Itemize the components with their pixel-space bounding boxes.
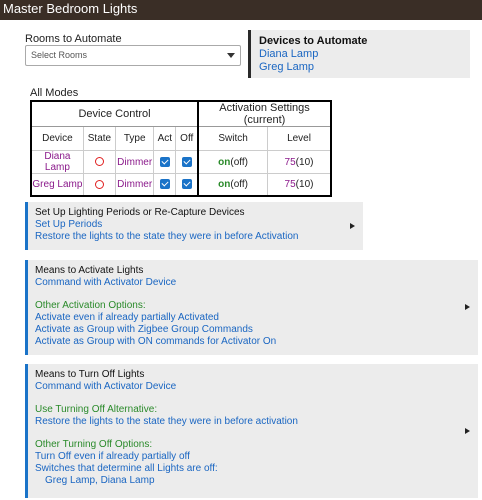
col-type: Type <box>115 126 155 151</box>
activator-command-link[interactable]: Command with Activator Device <box>35 381 177 392</box>
turn-off-lights-panel[interactable]: Means to Turn Off Lights Command with Ac… <box>25 364 478 498</box>
act-cell[interactable] <box>153 150 177 174</box>
col-off: Off <box>175 126 200 151</box>
restore-lights-link[interactable]: Restore the lights to the state they wer… <box>35 231 299 242</box>
switch-current: (off) <box>230 156 248 168</box>
activation-settings-header: Activation Settings (current) <box>197 100 332 127</box>
lighting-periods-panel[interactable]: Set Up Lighting Periods or Re-Capture De… <box>25 202 363 250</box>
app-title-bar: Master Bedroom Lights <box>0 0 482 20</box>
device-cell[interactable]: Greg Lamp <box>30 173 84 196</box>
setup-periods-link[interactable]: Set Up Periods <box>35 219 103 230</box>
activator-command-link[interactable]: Command with Activator Device <box>35 277 177 288</box>
activation-option[interactable]: Activate even if already partially Activ… <box>35 312 219 323</box>
level-setting[interactable]: 75 <box>284 156 296 168</box>
rooms-label: Rooms to Automate <box>25 33 122 45</box>
expand-arrow-icon[interactable] <box>350 223 355 229</box>
device-control-table: Device Control Activation Settings (curr… <box>30 100 332 197</box>
off-checkbox[interactable] <box>181 156 192 167</box>
modes-label: All Modes <box>30 87 79 99</box>
level-setting[interactable]: 75 <box>284 178 296 190</box>
turn-off-option[interactable]: Switches that determine all Lights are o… <box>35 463 218 474</box>
level-cell[interactable]: 75(10) <box>267 173 332 196</box>
turn-off-alternative[interactable]: Restore the lights to the state they wer… <box>35 416 298 427</box>
expand-arrow-icon[interactable] <box>465 304 470 310</box>
section-label: Use Turning Off Alternative: <box>35 404 158 415</box>
level-current: (10) <box>295 178 314 190</box>
device-control-header: Device Control <box>30 100 200 127</box>
switch-current: (off) <box>230 178 248 190</box>
panel-title: Means to Turn Off Lights <box>35 369 145 380</box>
switch-cell[interactable]: on(off) <box>197 173 269 196</box>
turn-off-option[interactable]: Turn Off even if already partially off <box>35 451 190 462</box>
off-checkbox[interactable] <box>181 179 192 190</box>
device-cell[interactable]: Diana Lamp <box>30 150 84 174</box>
off-state-icon[interactable] <box>94 179 104 189</box>
activate-lights-panel[interactable]: Means to Activate Lights Command with Ac… <box>25 260 478 355</box>
expand-arrow-icon[interactable] <box>465 428 470 434</box>
device-link-diana[interactable]: Diana Lamp <box>259 48 319 60</box>
col-act: Act <box>153 126 177 151</box>
devices-box-title: Devices to Automate <box>259 35 368 47</box>
device-link-greg[interactable]: Greg Lamp <box>259 61 315 73</box>
off-cell[interactable] <box>175 173 200 196</box>
state-cell[interactable] <box>82 150 117 174</box>
col-switch: Switch <box>197 126 269 151</box>
switch-setting[interactable]: on <box>218 178 231 190</box>
page-title: Master Bedroom Lights <box>3 1 138 16</box>
panel-title: Means to Activate Lights <box>35 265 144 276</box>
activation-option[interactable]: Activate as Group with ON commands for A… <box>35 336 277 347</box>
act-checkbox[interactable] <box>159 179 170 190</box>
switch-setting[interactable]: on <box>218 156 231 168</box>
table-row: Greg Lamp Dimmer on(off) 75(10) <box>30 173 332 196</box>
section-label: Other Turning Off Options: <box>35 439 153 450</box>
off-state-icon[interactable] <box>94 157 104 167</box>
act-cell[interactable] <box>153 173 177 196</box>
switch-cell[interactable]: on(off) <box>197 150 269 174</box>
table-row: Diana Lamp Dimmer on(off) 75(10) <box>30 150 332 174</box>
activation-option[interactable]: Activate as Group with Zigbee Group Comm… <box>35 324 253 335</box>
type-cell: Dimmer <box>115 173 155 196</box>
chevron-down-icon <box>227 53 235 58</box>
rooms-select-placeholder: Select Rooms <box>31 50 88 60</box>
devices-to-automate-box[interactable]: Devices to Automate Diana Lamp Greg Lamp <box>248 30 470 78</box>
turn-off-option-devices[interactable]: Greg Lamp, Diana Lamp <box>45 475 155 486</box>
col-state: State <box>82 126 117 151</box>
col-level: Level <box>267 126 332 151</box>
state-cell[interactable] <box>82 173 117 196</box>
rooms-select[interactable]: Select Rooms <box>25 45 241 66</box>
section-label: Other Activation Options: <box>35 300 146 311</box>
level-cell[interactable]: 75(10) <box>267 150 332 174</box>
panel-title: Set Up Lighting Periods or Re-Capture De… <box>35 207 245 218</box>
off-cell[interactable] <box>175 150 200 174</box>
act-checkbox[interactable] <box>159 156 170 167</box>
level-current: (10) <box>295 156 314 168</box>
type-cell: Dimmer <box>115 150 155 174</box>
col-device: Device <box>30 126 84 151</box>
